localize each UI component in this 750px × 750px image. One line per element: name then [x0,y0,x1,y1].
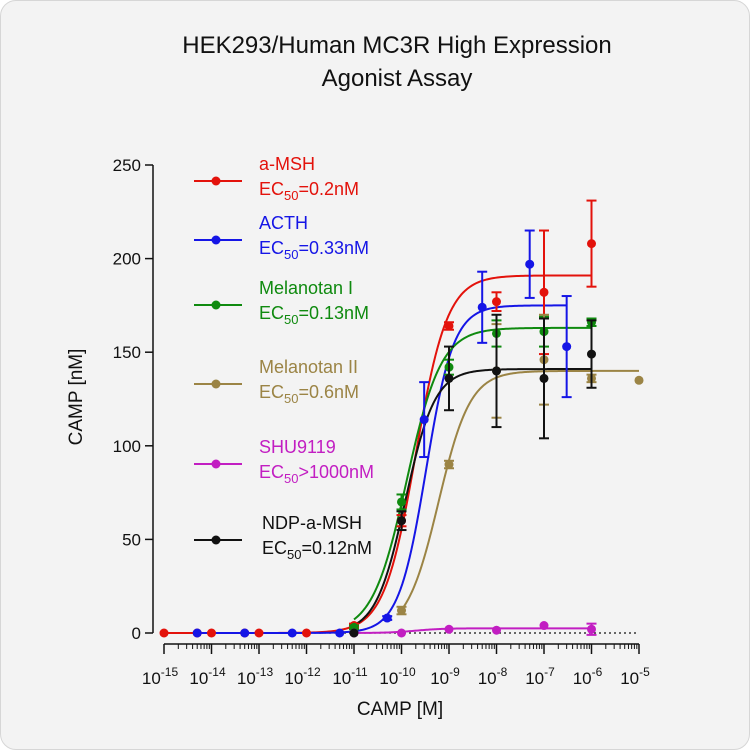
x-tick-label: 10-6 [573,665,603,688]
y-tick-label: 0 [132,624,141,643]
legend-marker [211,459,221,469]
x-tick-label: 10-13 [237,665,274,688]
legend-marker [211,235,221,245]
data-point [562,342,572,352]
data-point [587,624,596,634]
x-tick-label: 10-11 [332,665,368,688]
data-point [492,297,501,307]
data-point [525,259,535,269]
data-point [335,628,345,638]
fit-curve-3 [400,369,639,611]
data-point [159,628,169,638]
data-point [444,460,454,470]
x-tick-label: 10-9 [430,665,460,688]
legend-series-name: ACTH [259,213,308,233]
data-point [587,349,596,359]
x-tick-label: 10-8 [478,665,508,688]
data-point [492,366,501,376]
chart-title: HEK293/Human MC3R High Expression Agonis… [182,32,612,92]
legend-series-name: SHU9119 [259,437,336,457]
legend-ec50: EC50>1000nM [259,462,374,486]
data-point [302,628,311,638]
legend-series-name: a-MSH [259,154,315,174]
chart-title-line-1: HEK293/Human MC3R High Expression [182,32,612,59]
data-point [539,287,549,297]
y-tick-label: 150 [113,343,141,362]
legend-marker [211,535,221,545]
data-points [159,199,644,638]
data-point [444,321,454,331]
data-point [254,628,264,638]
fit-curve-4 [353,627,592,634]
data-point [444,624,454,634]
data-point [397,628,406,638]
data-point [419,415,429,425]
legend-marker [211,300,221,310]
x-tick-label: 10-5 [620,665,650,688]
legend: a-MSH EC50=0.2nM ACTH EC50=0.33nM Melanotan … [194,154,374,562]
legend-ec50: EC50=0.12nM [262,538,372,562]
fit-curve-5 [353,368,592,627]
legend-ec50: EC50=0.13nM [259,303,369,327]
legend-series-name: Melanotan II [259,357,358,377]
x-tick-label: 10-10 [379,665,416,688]
data-point [492,625,501,635]
data-point [634,375,644,385]
data-point [287,628,297,638]
data-point [444,373,454,383]
legend-marker [211,176,221,186]
y-tick-label: 100 [113,437,141,456]
data-point [397,606,406,616]
legend-marker [211,379,221,389]
axes: 0 50 100 150 200 250 10-15 10-14 10-13 10-12 10-11… [113,156,650,688]
fit-curve-2 [353,326,592,621]
data-point [382,613,392,623]
data-point [397,516,406,526]
data-point [587,239,596,249]
legend-ec50: EC50=0.6nM [259,382,359,406]
data-point [539,621,549,631]
x-tick-label: 10-14 [189,665,226,688]
chart-title-line-2: Agonist Assay [322,65,473,92]
x-tick-label: 10-15 [142,665,179,688]
legend-series-name: Melanotan I [259,278,353,298]
data-point [539,373,549,383]
y-tick-label: 200 [113,250,141,269]
data-point [349,628,359,638]
data-point [397,497,406,507]
data-point [240,628,250,638]
data-point [477,302,487,312]
legend-ec50: EC50=0.33nM [259,238,369,262]
data-point [207,628,216,638]
x-axis-label: CAMP [M] [357,699,443,720]
y-axis-label: CAMP [nM] [66,349,87,446]
fit-curves [164,274,639,634]
x-tick-label: 10-7 [525,665,555,688]
legend-series-name: NDP-a-MSH [262,513,362,533]
fit-curve-1 [197,304,567,634]
y-tick-label: 250 [113,156,141,175]
y-tick-label: 50 [122,530,141,549]
legend-ec50: EC50=0.2nM [259,179,359,203]
x-tick-label: 10-12 [284,665,321,688]
data-point [192,628,202,638]
